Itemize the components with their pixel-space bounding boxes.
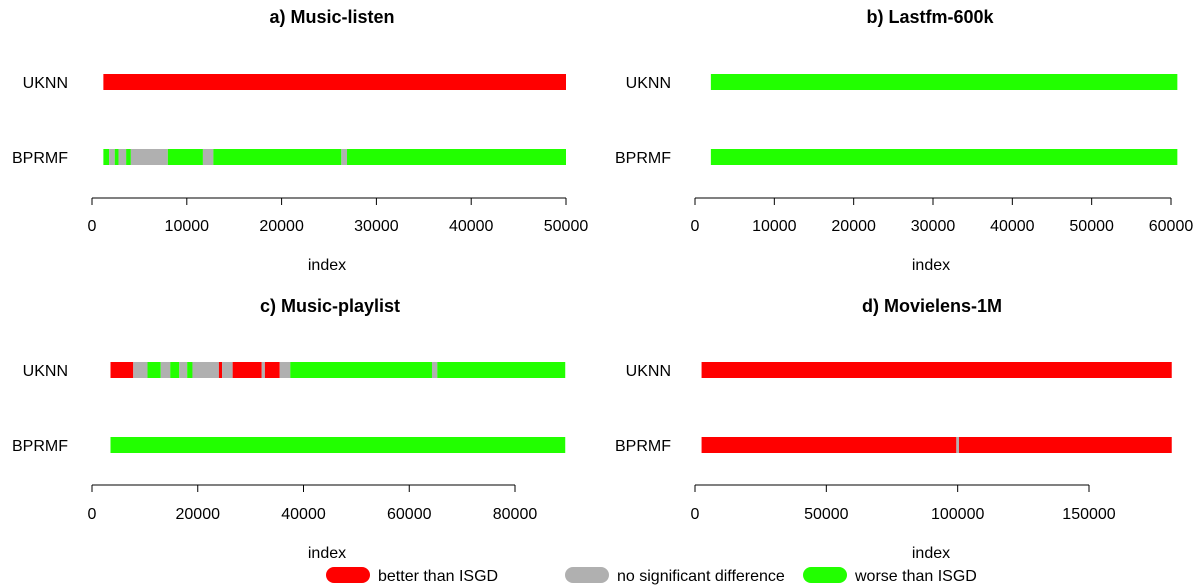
status-segment [103,74,566,90]
status-segment [232,362,262,378]
status-segment [218,362,223,378]
x-tick-label: 40000 [281,506,326,523]
series-label: UKNN [626,363,671,380]
status-segment [170,362,180,378]
legend: better than ISGD no significant differenc… [326,567,977,585]
x-axis-label: index [308,257,346,274]
x-tick-label: 10000 [165,218,210,235]
x-tick-label: 60000 [1149,218,1194,235]
x-axis-label: index [912,545,950,562]
legend-label: worse than ISGD [854,568,977,585]
x-tick-label: 30000 [354,218,399,235]
x-tick-label: 150000 [1062,506,1115,523]
panel-title: d) Movielens-1M [862,296,1002,316]
status-segment [103,149,110,165]
series-label: BPRMF [615,150,671,167]
status-segment [437,362,566,378]
series-label: BPRMF [12,438,68,455]
status-segment [109,149,115,165]
x-tick-label: 50000 [544,218,589,235]
x-axis-label: index [912,257,950,274]
status-segment [192,362,219,378]
status-segment [264,362,280,378]
chart-panel: c) Music-playlist UKNN BPRMF 0 20000 40000 600… [12,296,566,562]
status-segment [347,149,566,165]
chart-panel: b) Lastfm-600k UKNN BPRMF 0 10000 20000 30000 4… [615,7,1193,274]
x-tick-label: 20000 [831,218,876,235]
legend-label: better than ISGD [378,568,498,585]
panel-title: b) Lastfm-600k [866,7,994,27]
status-segment [147,362,161,378]
x-tick-label: 20000 [259,218,304,235]
legend-item: no significant difference [565,567,785,585]
x-tick-label: 40000 [449,218,494,235]
status-segment [701,362,1172,378]
status-segment [261,362,265,378]
x-tick-label: 60000 [387,506,432,523]
series-label: BPRMF [12,150,68,167]
status-segment [114,149,119,165]
x-tick-label: 0 [88,506,97,523]
series-label: UKNN [23,75,68,92]
x-tick-label: 50000 [804,506,849,523]
legend-swatch [326,567,370,583]
x-tick-label: 100000 [931,506,984,523]
x-tick-label: 80000 [493,506,538,523]
chart-panel: a) Music-listen UKNN BPRMF 0 10000 20000 30000… [12,7,588,274]
x-tick-label: 30000 [911,218,956,235]
status-segment [290,362,432,378]
status-segment [167,149,203,165]
status-segment [133,362,148,378]
status-segment [279,362,291,378]
x-tick-label: 20000 [176,506,221,523]
chart-panel: d) Movielens-1M UKNN BPRMF 0 50000 100000 1500… [615,296,1172,562]
x-tick-label: 0 [88,218,97,235]
status-segment [958,437,1172,453]
status-segment [130,149,168,165]
status-segment [222,362,233,378]
status-segment [118,149,127,165]
status-segment [126,149,131,165]
series-label: UKNN [23,363,68,380]
series-label: UKNN [626,75,671,92]
status-segment [179,362,188,378]
panel-title: a) Music-listen [269,7,394,27]
status-segment [956,437,959,453]
legend-swatch [803,567,847,583]
status-segment [710,149,1178,165]
x-tick-label: 0 [691,218,700,235]
legend-swatch [565,567,609,583]
panel-title: c) Music-playlist [260,296,400,316]
status-segment [701,437,957,453]
status-segment [431,362,438,378]
x-tick-label: 10000 [752,218,797,235]
x-tick-label: 50000 [1069,218,1114,235]
legend-item: better than ISGD [326,567,498,585]
x-tick-label: 40000 [990,218,1035,235]
series-label: BPRMF [615,438,671,455]
status-segment [341,149,348,165]
status-segment [110,437,566,453]
status-segment [187,362,193,378]
x-tick-label: 0 [691,506,700,523]
status-segment [710,74,1178,90]
status-segment [110,362,134,378]
status-segment [202,149,214,165]
status-segment [160,362,171,378]
x-axis-label: index [308,545,346,562]
legend-item: worse than ISGD [803,567,977,585]
legend-label: no significant difference [617,568,785,585]
status-segment [213,149,342,165]
